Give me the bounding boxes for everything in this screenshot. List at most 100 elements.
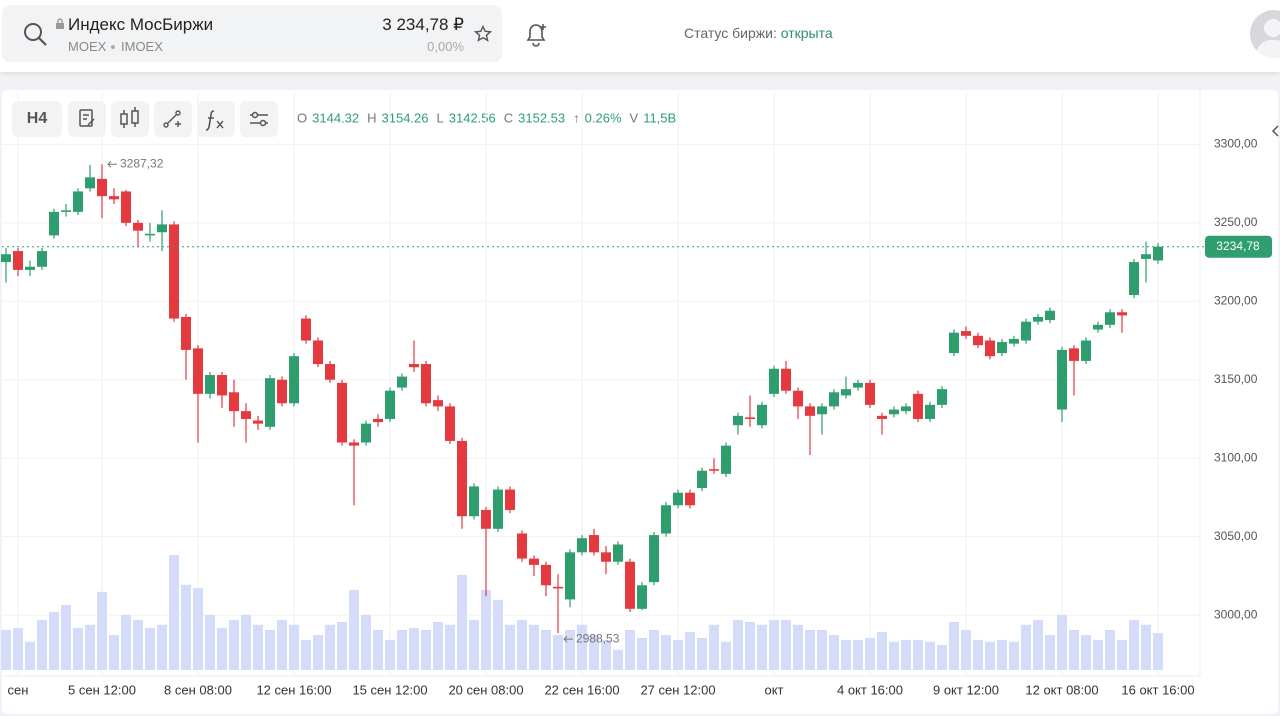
candle-body <box>73 191 83 212</box>
exchange: MOEX <box>68 39 107 54</box>
volume-bar <box>157 624 167 670</box>
volume-bar <box>109 635 119 670</box>
annotation-arrow <box>107 160 117 168</box>
volume-bar <box>121 614 131 670</box>
instrument-search[interactable]: Индекс МосБиржи MOEX IMOEX 3 234,78 ₽ 0,… <box>2 5 502 62</box>
volume-bar <box>373 629 383 670</box>
x-tick-label: 12 сен 16:00 <box>256 682 331 697</box>
candle-body <box>649 535 659 583</box>
tools-button[interactable] <box>154 101 192 137</box>
legend-value: 3154.26 <box>382 110 429 125</box>
candle-body <box>697 470 707 488</box>
volume-bar <box>517 620 527 670</box>
candle-body <box>1093 324 1103 330</box>
candle-body <box>601 552 611 562</box>
candle-body <box>877 415 887 419</box>
volume-bar <box>49 612 59 670</box>
alert-bell[interactable] <box>522 20 550 48</box>
volume-bar <box>913 639 923 670</box>
volume-bar <box>805 629 815 670</box>
candle-body <box>349 442 359 446</box>
volume-bar <box>325 624 335 670</box>
collapse-arrow[interactable] <box>1271 125 1279 137</box>
x-tick-label: 5 сен 12:00 <box>68 682 136 697</box>
favorite-star[interactable] <box>474 25 492 43</box>
candle-body <box>1057 349 1067 410</box>
candle-body <box>397 376 407 388</box>
volume-bar <box>73 628 83 670</box>
volume-bar <box>433 621 443 670</box>
candle-body <box>1069 348 1079 361</box>
candle-body <box>1129 262 1139 296</box>
top-bar: Индекс МосБиржи MOEX IMOEX 3 234,78 ₽ 0,… <box>0 0 1280 72</box>
candle-body <box>1033 316 1043 322</box>
volume-bar <box>37 620 47 670</box>
volume-bar <box>877 631 887 670</box>
volume-bar <box>493 599 503 670</box>
volume-bar <box>865 637 875 670</box>
volume-bar <box>457 574 467 670</box>
candle-body <box>541 564 551 586</box>
volume-bar <box>1117 639 1127 670</box>
volume-bar <box>421 629 431 670</box>
legend-value: 3144.32 <box>312 110 359 125</box>
candle-body <box>769 368 779 394</box>
volume-bar <box>613 649 623 670</box>
volume-bar <box>61 604 71 670</box>
candle-body <box>1117 312 1127 316</box>
volume-bar <box>1033 620 1043 670</box>
volume-bar <box>697 637 707 670</box>
volume-bar <box>397 629 407 670</box>
volume-bar <box>721 641 731 670</box>
candle-body <box>517 533 527 559</box>
legend-label: O <box>297 110 307 125</box>
interval-button[interactable]: H4 <box>12 101 62 137</box>
search-icon[interactable] <box>22 21 48 47</box>
volume-bar <box>949 621 959 670</box>
avatar[interactable] <box>1250 10 1280 58</box>
candle-body <box>973 335 983 346</box>
volume-bar <box>601 639 611 670</box>
candle-body <box>193 348 203 394</box>
candle-body <box>1141 254 1151 259</box>
price: 3 234,78 ₽ <box>382 15 464 34</box>
y-tick-label: 3300,00 <box>1214 137 1258 151</box>
volume-bar <box>829 635 839 670</box>
candle-body <box>961 331 971 336</box>
y-tick-label: 3150,00 <box>1214 372 1258 386</box>
candle-body <box>241 411 251 419</box>
status-value: открыта <box>780 25 833 41</box>
annotation-label: 2988,53 <box>576 631 620 645</box>
candle-body <box>709 469 719 471</box>
volume-bar <box>469 620 479 670</box>
volume-bar <box>445 624 455 670</box>
volume-bar <box>745 621 755 670</box>
candle-body <box>781 368 791 391</box>
settings-button[interactable] <box>240 101 278 137</box>
chart-type-button[interactable] <box>111 101 149 137</box>
candle-body <box>133 222 143 231</box>
drawing-button[interactable] <box>68 101 106 137</box>
indicators-button[interactable] <box>197 101 235 137</box>
candle-body <box>589 535 599 553</box>
volume-bar <box>793 624 803 670</box>
instrument-title: Индекс МосБиржи <box>68 15 214 34</box>
x-tick-label: сен <box>8 682 29 697</box>
annotation-label: 3287,32 <box>120 156 164 170</box>
x-tick-label: 12 окт 08:00 <box>1025 682 1098 697</box>
candle-body <box>553 586 563 589</box>
volume-bar <box>217 628 227 670</box>
volume-bar <box>193 587 203 670</box>
candle-body <box>13 251 23 270</box>
candle-body <box>49 211 59 236</box>
candle-body <box>457 440 467 517</box>
candle-body <box>181 316 191 350</box>
candle-body <box>673 492 683 506</box>
candle-body <box>421 364 431 404</box>
x-tick-label: 16 окт 16:00 <box>1121 682 1194 697</box>
volume-bar <box>637 637 647 670</box>
volume-bar <box>481 589 491 670</box>
volume-bar <box>313 635 323 670</box>
